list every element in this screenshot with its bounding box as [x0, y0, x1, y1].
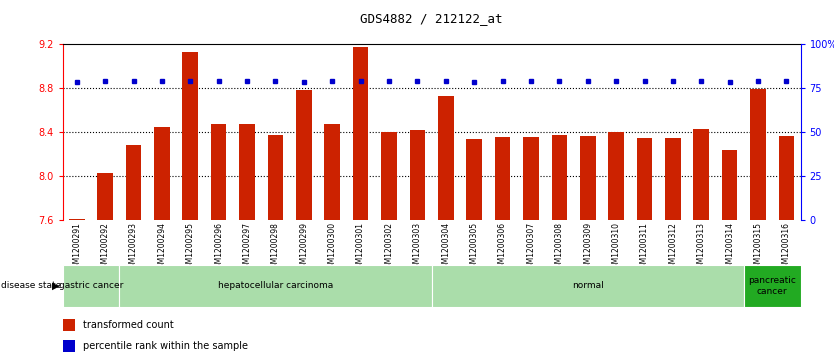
- Bar: [353, 47, 369, 220]
- Text: GSM1200315: GSM1200315: [754, 222, 762, 273]
- Text: GSM1200296: GSM1200296: [214, 222, 224, 273]
- Text: disease state: disease state: [1, 281, 61, 290]
- Bar: [432, 265, 744, 307]
- Bar: [63, 265, 119, 307]
- Text: GSM1200297: GSM1200297: [243, 222, 252, 273]
- Text: gastric cancer: gastric cancer: [58, 281, 123, 290]
- Bar: [751, 89, 766, 220]
- Bar: [409, 130, 425, 220]
- Text: GSM1200314: GSM1200314: [726, 222, 734, 273]
- Text: GSM1200310: GSM1200310: [611, 222, 620, 273]
- Text: pancreatic
cancer: pancreatic cancer: [748, 276, 796, 295]
- Text: GSM1200303: GSM1200303: [413, 222, 422, 273]
- Bar: [324, 124, 340, 220]
- Text: GSM1200301: GSM1200301: [356, 222, 365, 273]
- Text: GSM1200298: GSM1200298: [271, 222, 280, 273]
- Bar: [154, 127, 169, 220]
- Bar: [779, 136, 794, 220]
- Bar: [98, 174, 113, 220]
- Text: GDS4882 / 212122_at: GDS4882 / 212122_at: [360, 12, 503, 25]
- Bar: [119, 265, 432, 307]
- Bar: [551, 135, 567, 220]
- Bar: [722, 150, 737, 220]
- Text: GSM1200292: GSM1200292: [101, 222, 109, 273]
- Text: GSM1200311: GSM1200311: [640, 222, 649, 273]
- Text: normal: normal: [572, 281, 604, 290]
- Text: transformed count: transformed count: [83, 320, 174, 330]
- Bar: [69, 219, 84, 220]
- Bar: [694, 129, 709, 220]
- Text: GSM1200316: GSM1200316: [782, 222, 791, 273]
- Text: GSM1200307: GSM1200307: [526, 222, 535, 273]
- Bar: [239, 124, 255, 220]
- Bar: [63, 319, 75, 331]
- Bar: [126, 145, 141, 220]
- Text: ▶: ▶: [53, 281, 59, 291]
- Bar: [211, 124, 227, 220]
- Text: GSM1200313: GSM1200313: [696, 222, 706, 273]
- Text: GSM1200304: GSM1200304: [441, 222, 450, 273]
- Text: GSM1200305: GSM1200305: [470, 222, 479, 273]
- Bar: [608, 131, 624, 220]
- Bar: [466, 139, 482, 220]
- Bar: [580, 136, 595, 220]
- Bar: [665, 138, 681, 220]
- Text: GSM1200302: GSM1200302: [384, 222, 394, 273]
- Text: GSM1200294: GSM1200294: [158, 222, 167, 273]
- Bar: [636, 138, 652, 220]
- Text: GSM1200306: GSM1200306: [498, 222, 507, 273]
- Text: GSM1200312: GSM1200312: [668, 222, 677, 273]
- Bar: [63, 340, 75, 352]
- Text: percentile rank within the sample: percentile rank within the sample: [83, 341, 249, 351]
- Bar: [381, 131, 397, 220]
- Text: GSM1200293: GSM1200293: [129, 222, 138, 273]
- Text: GSM1200295: GSM1200295: [186, 222, 195, 273]
- Bar: [523, 137, 539, 220]
- Bar: [495, 137, 510, 220]
- Text: GSM1200291: GSM1200291: [73, 222, 81, 273]
- Text: GSM1200300: GSM1200300: [328, 222, 337, 273]
- Text: GSM1200308: GSM1200308: [555, 222, 564, 273]
- Bar: [296, 90, 312, 220]
- Text: GSM1200309: GSM1200309: [583, 222, 592, 273]
- Bar: [438, 96, 454, 220]
- Text: GSM1200299: GSM1200299: [299, 222, 309, 273]
- Bar: [744, 265, 801, 307]
- Bar: [268, 135, 284, 220]
- Bar: [183, 52, 198, 220]
- Text: hepatocellular carcinoma: hepatocellular carcinoma: [218, 281, 333, 290]
